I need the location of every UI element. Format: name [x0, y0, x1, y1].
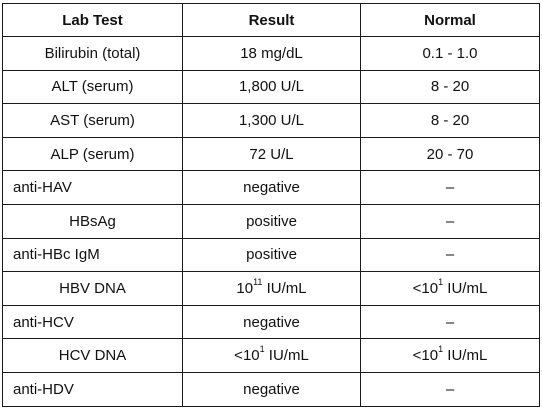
result-exponent: 11: [253, 276, 263, 287]
lab-test-name: Bilirubin (total): [2, 36, 183, 71]
lab-result-value: 1,300 U/L: [182, 103, 361, 138]
normal-range: –: [360, 170, 540, 205]
result-unit: IU/mL: [262, 279, 307, 297]
lab-test-name: AST (serum): [2, 103, 183, 138]
normal-range: –: [360, 203, 540, 239]
table-row: anti-HAV negative –: [2, 170, 540, 205]
normal-range: <101 IU/mL: [360, 271, 540, 306]
normal-range: 8 - 20: [360, 69, 540, 105]
table-row: ALP (serum) 72 U/L 20 - 70: [2, 136, 540, 172]
result-unit: IU/mL: [264, 347, 309, 365]
lab-test-name: HBV DNA: [2, 271, 183, 306]
lab-result-value: 1011 IU/mL: [182, 271, 361, 306]
lab-result-value: positive: [182, 237, 361, 273]
normal-range: –: [360, 237, 540, 273]
header-result: Result: [182, 3, 361, 37]
lab-result-value: 1,800 U/L: [182, 69, 361, 105]
lab-test-name: anti-HAV: [2, 170, 183, 205]
normal-range: 8 - 20: [360, 103, 540, 138]
table-row: AST (serum) 1,300 U/L 8 - 20: [2, 103, 540, 138]
lab-result-value: negative: [182, 304, 361, 340]
lab-result-value: 72 U/L: [182, 136, 361, 172]
lab-test-name: anti-HBc IgM: [2, 237, 183, 273]
lab-results-table: Lab Test Result Normal Bilirubin (total)…: [2, 3, 540, 407]
table-row: HBV DNA 1011 IU/mL <101 IU/mL: [2, 271, 540, 306]
lab-test-name: HCV DNA: [2, 338, 183, 373]
table-row: HCV DNA <101 IU/mL <101 IU/mL: [2, 338, 540, 373]
lab-result-value: negative: [182, 371, 361, 407]
normal-range-exponent: 1: [438, 344, 444, 355]
result-base: 10: [236, 279, 254, 297]
result-exponent: 1: [259, 344, 265, 355]
table-row: HBsAg positive –: [2, 203, 540, 239]
table-row: Bilirubin (total) 18 mg/dL 0.1 - 1.0: [2, 36, 540, 71]
normal-range: 0.1 - 1.0: [360, 36, 540, 71]
result-base: 10: [242, 347, 260, 365]
header-normal: Normal: [360, 3, 540, 37]
table-row: anti-HCV negative –: [2, 304, 540, 340]
table-row: ALT (serum) 1,800 U/L 8 - 20: [2, 69, 540, 105]
normal-range-unit: IU/mL: [443, 347, 488, 365]
lab-result-value: <101 IU/mL: [182, 338, 361, 373]
normal-range: 20 - 70: [360, 136, 540, 172]
lab-test-name: HBsAg: [2, 203, 183, 239]
header-lab-test: Lab Test: [2, 3, 183, 37]
lab-test-name: anti-HCV: [2, 304, 183, 340]
table-row: anti-HBc IgM positive –: [2, 237, 540, 273]
normal-range: <101 IU/mL: [360, 338, 540, 373]
normal-range-base: <10: [412, 279, 439, 297]
lab-table-body: Bilirubin (total) 18 mg/dL 0.1 - 1.0 ALT (s…: [2, 36, 540, 407]
normal-range-base: <10: [412, 347, 439, 365]
normal-range: –: [360, 371, 540, 407]
lab-result-value: 18 mg/dL: [182, 36, 361, 71]
lab-test-name: anti-HDV: [2, 371, 183, 407]
normal-range-exponent: 1: [438, 276, 444, 287]
result-prefix: <: [234, 347, 243, 365]
lab-test-name: ALT (serum): [2, 69, 183, 105]
normal-range-unit: IU/mL: [443, 279, 488, 297]
normal-range: –: [360, 304, 540, 340]
lab-test-name: ALP (serum): [2, 136, 183, 172]
lab-result-value: positive: [182, 203, 361, 239]
lab-result-value: negative: [182, 170, 361, 205]
table-row: anti-HDV negative –: [2, 371, 540, 407]
header-row: Lab Test Result Normal: [2, 3, 540, 37]
